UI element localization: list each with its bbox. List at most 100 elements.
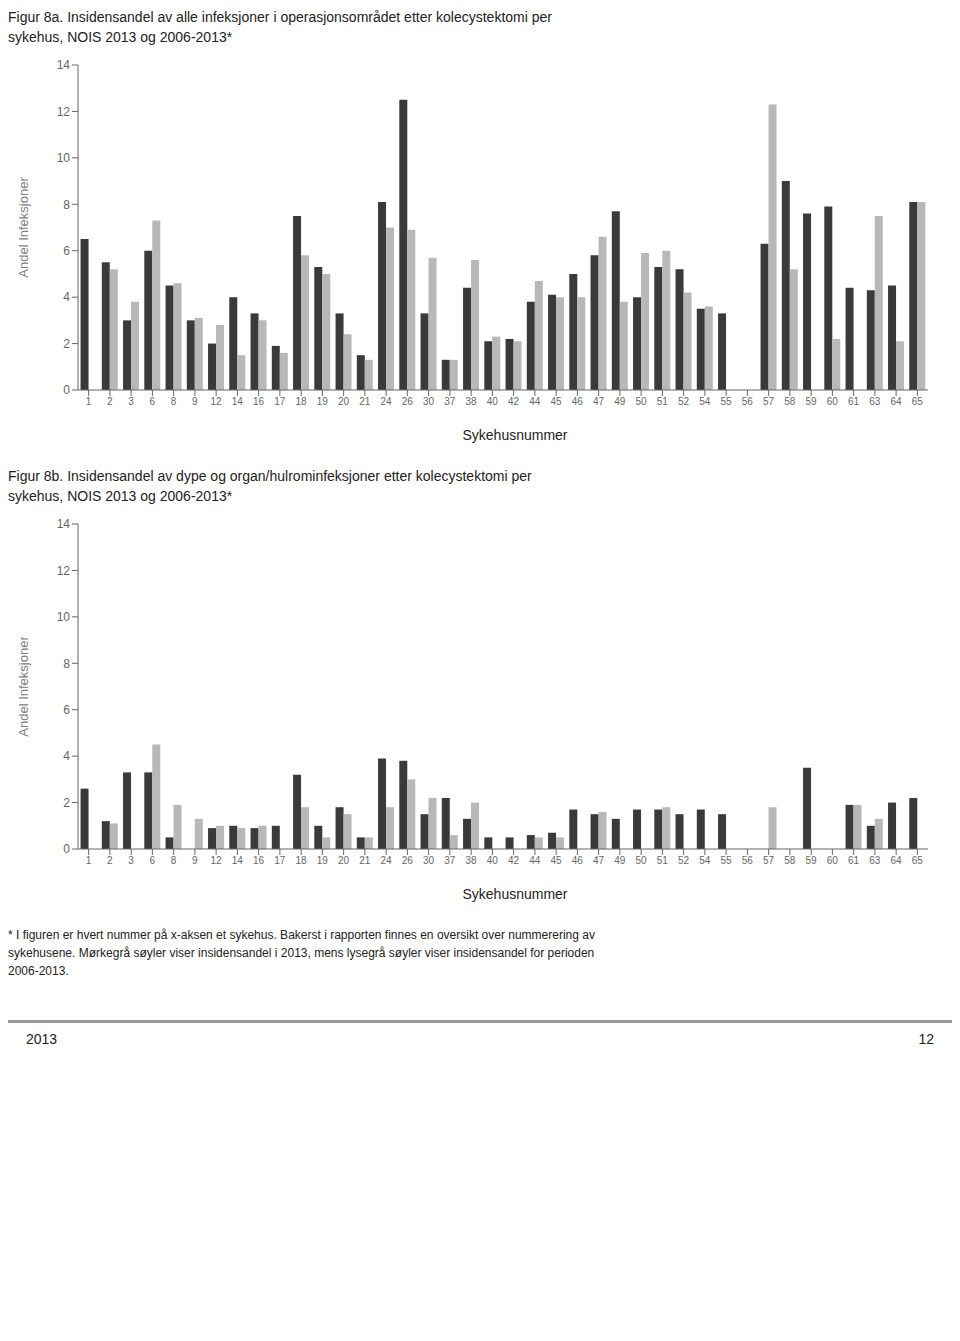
svg-text:44: 44 [529,855,541,866]
svg-text:52: 52 [678,855,690,866]
svg-text:8: 8 [171,855,177,866]
svg-text:59: 59 [806,855,818,866]
svg-text:1: 1 [86,396,92,407]
svg-text:6: 6 [63,244,70,258]
svg-text:38: 38 [466,855,478,866]
svg-text:54: 54 [699,396,711,407]
svg-text:18: 18 [296,396,308,407]
svg-text:55: 55 [721,855,733,866]
svg-text:21: 21 [359,396,371,407]
svg-text:40: 40 [487,855,499,866]
svg-text:26: 26 [402,855,414,866]
svg-text:0: 0 [63,383,70,397]
svg-text:6: 6 [63,703,70,717]
svg-text:47: 47 [593,855,605,866]
svg-text:16: 16 [253,396,265,407]
svg-text:6: 6 [150,396,156,407]
svg-text:12: 12 [211,396,223,407]
svg-text:14: 14 [232,396,244,407]
svg-text:64: 64 [891,855,903,866]
svg-text:24: 24 [381,396,393,407]
svg-text:14: 14 [232,855,244,866]
svg-text:37: 37 [444,396,456,407]
svg-text:21: 21 [359,855,371,866]
svg-text:12: 12 [57,105,71,119]
svg-text:20: 20 [338,396,350,407]
svg-text:38: 38 [466,396,478,407]
svg-text:46: 46 [572,396,584,407]
svg-text:16: 16 [253,855,265,866]
svg-text:19: 19 [317,855,329,866]
svg-text:9: 9 [192,855,198,866]
svg-text:19: 19 [317,396,329,407]
svg-text:20: 20 [338,855,350,866]
svg-text:49: 49 [614,855,626,866]
svg-text:46: 46 [572,855,584,866]
svg-text:64: 64 [891,396,903,407]
svg-text:59: 59 [806,396,818,407]
svg-text:18: 18 [296,855,308,866]
svg-text:37: 37 [444,855,456,866]
svg-text:52: 52 [678,396,690,407]
svg-text:30: 30 [423,396,435,407]
svg-text:8: 8 [63,198,70,212]
svg-text:44: 44 [529,396,541,407]
svg-text:8: 8 [63,657,70,671]
svg-text:14: 14 [57,518,71,532]
svg-text:24: 24 [381,855,393,866]
svg-text:51: 51 [657,855,669,866]
svg-text:26: 26 [402,396,414,407]
svg-text:50: 50 [636,396,648,407]
svg-text:12: 12 [57,564,71,578]
svg-text:55: 55 [721,396,733,407]
svg-text:2: 2 [63,796,70,810]
html-text:Figur 8a. Insidensandel av all: Figur 8a. Insidensandel av alle infeksjo… [8,9,552,45]
svg-text:57: 57 [763,855,775,866]
svg-text:2: 2 [63,337,70,351]
svg-text:63: 63 [869,855,881,866]
svg-text:10: 10 [57,610,71,624]
svg-text:14: 14 [57,58,71,72]
svg-text:56: 56 [742,855,754,866]
svg-text:42: 42 [508,396,520,407]
svg-text:45: 45 [551,855,563,866]
svg-text:47: 47 [593,396,605,407]
svg-text:17: 17 [274,396,286,407]
svg-text:50: 50 [636,855,648,866]
svg-text:17: 17 [274,855,286,866]
svg-text:42: 42 [508,855,520,866]
svg-text:58: 58 [784,855,796,866]
svg-text:65: 65 [912,855,924,866]
svg-text:Andel Infeksjoner: Andel Infeksjoner [16,177,31,278]
svg-text:8: 8 [171,396,177,407]
svg-text:30: 30 [423,855,435,866]
svg-text:10: 10 [57,151,71,165]
html-text:* I figuren er hvert nummer på: * I figuren er hvert nummer på x-aksen e… [8,928,595,979]
svg-text:4: 4 [63,291,70,305]
svg-text:60: 60 [827,855,839,866]
svg-text:49: 49 [614,396,626,407]
svg-text:2: 2 [107,396,113,407]
svg-text:54: 54 [699,855,711,866]
svg-text:51: 51 [657,396,669,407]
svg-text:61: 61 [848,396,860,407]
svg-text:12: 12 [211,855,223,866]
svg-text:4: 4 [63,750,70,764]
svg-text:65: 65 [912,396,924,407]
svg-text:40: 40 [487,396,499,407]
svg-text:0: 0 [63,843,70,857]
svg-text:58: 58 [784,396,796,407]
svg-text:63: 63 [869,396,881,407]
svg-text:45: 45 [551,396,563,407]
svg-text:Andel Infeksjoner: Andel Infeksjoner [16,636,31,737]
svg-text:56: 56 [742,396,754,407]
svg-text:2: 2 [107,855,113,866]
svg-text:6: 6 [150,855,156,866]
svg-text:57: 57 [763,396,775,407]
svg-text:3: 3 [128,396,134,407]
svg-text:9: 9 [192,396,198,407]
svg-text:61: 61 [848,855,860,866]
svg-text:1: 1 [86,855,92,866]
svg-text:3: 3 [128,855,134,866]
svg-text:60: 60 [827,396,839,407]
